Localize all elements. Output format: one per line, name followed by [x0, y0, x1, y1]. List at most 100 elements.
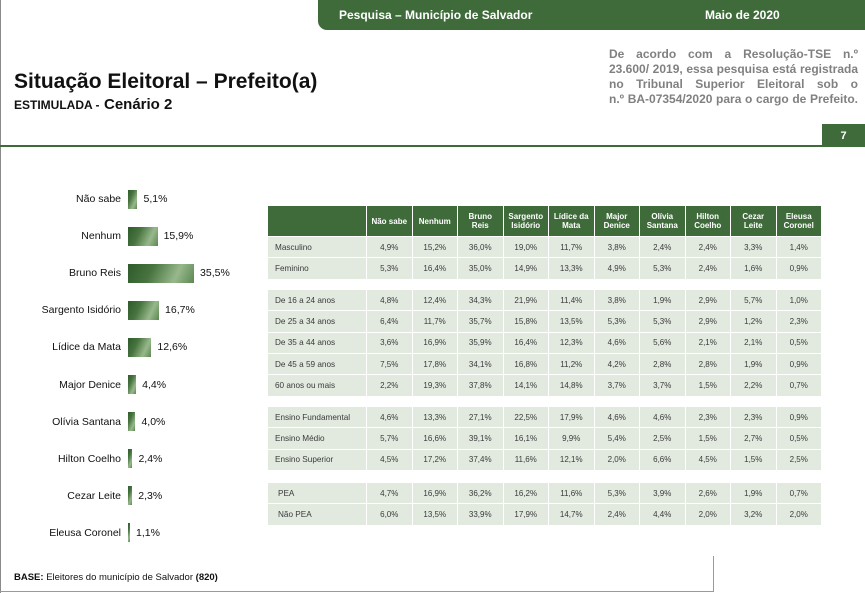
- table-cell: 16,9%: [412, 332, 458, 354]
- table-cell: 3,7%: [594, 375, 640, 397]
- table-cell: 1,0%: [776, 290, 822, 312]
- bar: [128, 375, 137, 394]
- table-cell: 2,5%: [776, 449, 822, 471]
- table-cell: 2,3%: [685, 407, 731, 429]
- disclaimer-line: n.º BA-07354/2020 para o cargo de Prefei…: [609, 92, 858, 106]
- survey-label: Pesquisa – Município de Salvador: [339, 8, 533, 22]
- table-row: Masculino 4,9% 15,2% 36,0% 19,0% 11,7% 3,8% 2,4…: [268, 237, 822, 259]
- bar: [128, 189, 138, 209]
- bar-value: 4,4%: [142, 378, 167, 391]
- row-label: De 25 a 34 anos: [268, 311, 367, 333]
- table-cell: 12,4%: [412, 290, 458, 312]
- group-spacer: [268, 396, 822, 408]
- table-cell: 6,6%: [640, 449, 686, 471]
- table-corner: [268, 206, 367, 237]
- column-header: Eleusa Coronel: [776, 206, 822, 237]
- table-cell: 2,1%: [685, 332, 731, 354]
- table-cell: 1,5%: [731, 449, 777, 471]
- table-cell: 27,1%: [458, 407, 504, 429]
- page-number: 7: [840, 129, 847, 142]
- table-cell: 35,0%: [458, 258, 504, 280]
- row-label: De 45 a 59 anos: [268, 353, 367, 376]
- date-label: Maio de 2020: [705, 8, 780, 22]
- table-cell: 4,6%: [640, 407, 686, 429]
- page-title: Situação Eleitoral – Prefeito(a): [14, 70, 318, 93]
- table-cell: 3,8%: [594, 290, 640, 312]
- column-header: Bruno Reis: [458, 206, 504, 237]
- table-cell: 5,7%: [367, 428, 413, 450]
- table-row: Ensino Fundamental 4,6% 13,3% 27,1% 22,5% 17,…: [268, 407, 822, 429]
- table-cell: 4,5%: [685, 449, 731, 471]
- row-label: Ensino Fundamental: [268, 407, 367, 429]
- table-cell: 16,6%: [412, 428, 458, 450]
- table-cell: 0,9%: [776, 407, 822, 429]
- table-cell: 14,9%: [503, 258, 549, 280]
- disclaimer-line: 23.600/ 2019, essa pesquisa está registr…: [609, 62, 858, 76]
- table-cell: 3,3%: [731, 237, 777, 259]
- bar-value: 4,0%: [141, 415, 166, 428]
- bar-chart: Não sabe 5,1% Nenhum 15,9% Bruno Reis 35,5% Sa…: [0, 180, 262, 550]
- table-cell: 17,9%: [549, 407, 595, 429]
- bar-label: Cezar Leite: [67, 489, 121, 502]
- column-header: Nenhum: [412, 206, 458, 237]
- table-cell: 13,5%: [412, 504, 458, 526]
- column-header: Sargento Isidório: [503, 206, 549, 237]
- bar-label: Hilton Coelho: [57, 452, 121, 465]
- table-cell: 15,2%: [412, 237, 458, 259]
- bar: [128, 337, 152, 357]
- table-cell: 2,1%: [731, 332, 777, 354]
- table-cell: 37,8%: [458, 375, 504, 397]
- row-label: Ensino Superior: [268, 449, 367, 471]
- table-cell: 6,4%: [367, 311, 413, 333]
- table-cell: 6,0%: [367, 504, 413, 526]
- table-cell: 7,5%: [367, 353, 413, 376]
- table-cell: 5,4%: [594, 428, 640, 450]
- subtitle-type: ESTIMULADA -: [14, 98, 100, 112]
- table-cell: 1,5%: [685, 375, 731, 397]
- row-label: Ensino Médio: [268, 428, 367, 450]
- table-cell: 5,6%: [640, 332, 686, 354]
- table-row: Ensino Superior 4,5% 17,2% 37,4% 11,6% 12,1% 2…: [268, 449, 822, 471]
- table-cell: 35,7%: [458, 311, 504, 333]
- page-subtitle: ESTIMULADA - Cenário 2: [14, 96, 172, 114]
- table-cell: 11,7%: [549, 237, 595, 259]
- frame-border-bottom: [0, 591, 714, 592]
- table-cell: 17,9%: [503, 504, 549, 526]
- table-cell: 1,5%: [685, 428, 731, 450]
- table-cell: 11,6%: [549, 482, 595, 505]
- table-cell: 3,2%: [731, 504, 777, 526]
- table-cell: 1,9%: [731, 353, 777, 376]
- bar-label: Não sabe: [76, 193, 121, 205]
- table-cell: 2,4%: [685, 258, 731, 280]
- table-cell: 1,4%: [776, 237, 822, 259]
- table-cell: 2,5%: [640, 428, 686, 450]
- table-cell: 19,0%: [503, 237, 549, 259]
- table-cell: 13,3%: [412, 407, 458, 429]
- table-cell: 4,9%: [367, 237, 413, 259]
- group-spacer: [268, 470, 822, 483]
- table-cell: 16,8%: [503, 353, 549, 376]
- bar: [128, 263, 195, 283]
- table-cell: 0,7%: [776, 482, 822, 505]
- table-cell: 2,8%: [640, 353, 686, 376]
- column-header: Major Denice: [594, 206, 640, 237]
- base-text: Eleitores do município de Salvador: [46, 572, 194, 583]
- table-cell: 3,9%: [640, 482, 686, 505]
- table-cell: 2,0%: [685, 504, 731, 526]
- table-cell: 11,4%: [549, 290, 595, 312]
- column-header: Olívia Santana: [640, 206, 686, 237]
- table-header-row: Não sabe Nenhum Bruno Reis Sargento Isidóri…: [268, 206, 822, 237]
- subtitle-scenario: Cenário 2: [104, 96, 173, 113]
- disclaimer-line: De acordo com a Resolução-TSE n.º: [609, 47, 858, 61]
- table-cell: 0,5%: [776, 428, 822, 450]
- table-cell: 16,9%: [412, 482, 458, 505]
- bar-value: 16,7%: [165, 304, 195, 317]
- table-cell: 4,8%: [367, 290, 413, 312]
- table-cell: 15,8%: [503, 311, 549, 333]
- table-cell: 35,9%: [458, 332, 504, 354]
- table-cell: 2,0%: [776, 504, 822, 526]
- disclaimer-line: no Tribunal Superior Eleitoral sob o: [609, 77, 858, 91]
- table-cell: 4,2%: [594, 353, 640, 376]
- registration-disclaimer: De acordo com a Resolução-TSE n.º 23.600…: [609, 47, 858, 107]
